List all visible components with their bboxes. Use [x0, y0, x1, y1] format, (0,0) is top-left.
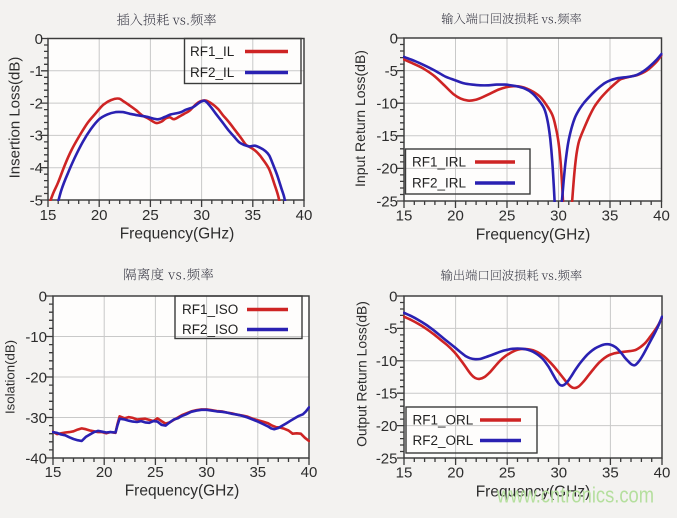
- svg-text:35: 35: [249, 464, 266, 481]
- svg-text:Frequency(GHz): Frequency(GHz): [120, 226, 235, 243]
- svg-text:15: 15: [45, 464, 62, 481]
- svg-text:Frequency(GHz): Frequency(GHz): [476, 484, 591, 501]
- svg-text:-10: -10: [25, 329, 47, 346]
- svg-text:RF1_ORL: RF1_ORL: [413, 413, 474, 428]
- svg-text:0: 0: [39, 288, 47, 305]
- svg-text:35: 35: [602, 208, 619, 225]
- svg-text:40: 40: [296, 207, 313, 224]
- svg-text:-1: -1: [30, 63, 43, 80]
- svg-text:Input Return Loss(dB): Input Return Loss(dB): [352, 50, 368, 187]
- svg-text:-3: -3: [30, 128, 43, 145]
- svg-text:Output Return Loss(dB): Output Return Loss(dB): [355, 301, 370, 447]
- svg-text:www.cntronics.com: www.cntronics.com: [496, 483, 654, 508]
- svg-text:Frequency(GHz): Frequency(GHz): [125, 483, 240, 500]
- svg-text:25: 25: [499, 465, 516, 482]
- svg-text:RF1_ISO: RF1_ISO: [182, 302, 238, 317]
- svg-text:-20: -20: [376, 418, 398, 435]
- svg-text:RF2_ISO: RF2_ISO: [182, 322, 238, 337]
- svg-text:35: 35: [244, 207, 261, 224]
- svg-text:-25: -25: [376, 193, 398, 210]
- svg-text:RF2_IRL: RF2_IRL: [412, 176, 467, 191]
- svg-text:RF1_IRL: RF1_IRL: [412, 155, 467, 170]
- svg-text:20: 20: [447, 208, 464, 225]
- svg-text:-5: -5: [384, 321, 397, 338]
- svg-text:-15: -15: [376, 128, 398, 145]
- svg-text:Frequency(GHz): Frequency(GHz): [476, 227, 591, 244]
- svg-text:-30: -30: [25, 410, 47, 427]
- svg-text:RF2_IL: RF2_IL: [190, 65, 235, 80]
- svg-text:-5: -5: [385, 63, 398, 80]
- svg-text:40: 40: [654, 465, 671, 482]
- svg-text:15: 15: [396, 208, 413, 225]
- svg-text:Insertion Loss(dB): Insertion Loss(dB): [7, 57, 24, 179]
- svg-text:-20: -20: [25, 369, 47, 386]
- svg-text:0: 0: [35, 31, 43, 48]
- svg-text:25: 25: [499, 208, 516, 225]
- svg-text:30: 30: [550, 208, 567, 225]
- svg-text:20: 20: [91, 207, 108, 224]
- svg-text:-25: -25: [376, 450, 398, 467]
- svg-text:-40: -40: [25, 450, 47, 467]
- svg-text:-15: -15: [376, 386, 398, 403]
- svg-text:20: 20: [96, 464, 113, 481]
- svg-text:30: 30: [198, 464, 215, 481]
- svg-text:-2: -2: [30, 95, 43, 112]
- svg-text:35: 35: [602, 465, 619, 482]
- svg-text:Isolation(dB): Isolation(dB): [3, 340, 18, 414]
- svg-text:40: 40: [653, 208, 670, 225]
- svg-text:40: 40: [301, 464, 318, 481]
- svg-text:30: 30: [550, 465, 567, 482]
- svg-text:0: 0: [390, 30, 398, 47]
- svg-text:-4: -4: [30, 160, 43, 177]
- svg-text:0: 0: [389, 288, 397, 305]
- svg-text:30: 30: [193, 207, 210, 224]
- svg-text:15: 15: [40, 207, 57, 224]
- svg-text:25: 25: [142, 207, 159, 224]
- svg-text:-10: -10: [376, 353, 398, 370]
- svg-text:25: 25: [147, 464, 164, 481]
- svg-text:15: 15: [396, 465, 413, 482]
- svg-text:-10: -10: [376, 96, 398, 113]
- svg-text:RF1_IL: RF1_IL: [190, 44, 235, 59]
- svg-text:-20: -20: [376, 161, 398, 178]
- svg-text:-5: -5: [30, 192, 43, 209]
- svg-text:20: 20: [447, 465, 464, 482]
- svg-text:RF2_ORL: RF2_ORL: [413, 433, 474, 448]
